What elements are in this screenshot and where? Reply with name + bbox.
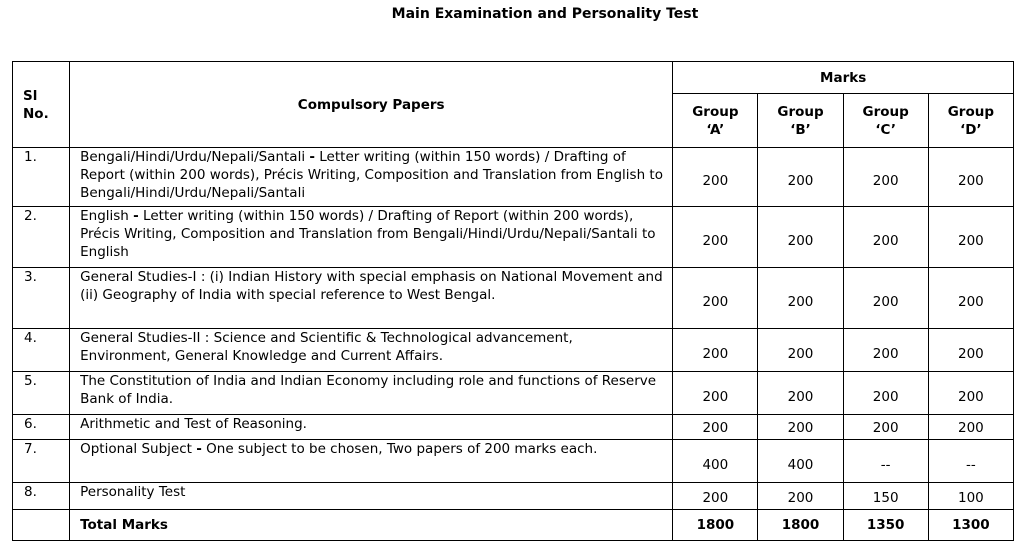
row-mark-d: 200: [927, 267, 1015, 329]
row-paper: English - Letter writing (within 150 wor…: [69, 206, 674, 268]
row-paper: Arithmetic and Test of Reasoning.: [69, 414, 674, 440]
row-paper: General Studies-II : Science and Scienti…: [69, 328, 674, 372]
table-row: 2. English - Letter writing (within 150 …: [11, 206, 1015, 268]
row-mark-a: 400: [672, 439, 759, 483]
total-mark-d: 1300: [927, 509, 1015, 541]
row-mark-d: 200: [927, 147, 1015, 207]
table-row: 3. General Studies-I : (i) Indian Histor…: [11, 267, 1015, 329]
row-paper: Bengali/Hindi/Urdu/Nepali/Santali - Lett…: [69, 147, 674, 207]
row-mark-a: 200: [672, 328, 759, 372]
total-mark-c: 1350: [842, 509, 929, 541]
row-mark-c: 200: [842, 147, 929, 207]
row-mark-b: 200: [757, 414, 844, 440]
marks-table: Sl No. Compulsory Papers Marks Group ‘A’…: [11, 61, 1015, 541]
total-row: Total Marks 1800 1800 1350 1300: [11, 509, 1015, 541]
row-sl: 1.: [11, 147, 71, 207]
row-mark-d: 200: [927, 206, 1015, 268]
header-compulsory-papers: Compulsory Papers: [69, 61, 674, 148]
total-mark-a: 1800: [672, 509, 759, 541]
total-mark-b: 1800: [757, 509, 844, 541]
row-mark-b: 200: [757, 267, 844, 329]
header-sl-no: Sl No.: [11, 61, 71, 148]
row-mark-c: 200: [842, 328, 929, 372]
row-paper: The Constitution of India and Indian Eco…: [69, 371, 674, 415]
row-mark-d: 200: [927, 414, 1015, 440]
table-row: 5. The Constitution of India and Indian …: [11, 371, 1015, 415]
row-mark-b: 200: [757, 371, 844, 415]
table-row: 6. Arithmetic and Test of Reasoning. 200…: [11, 414, 1015, 440]
row-mark-a: 200: [672, 267, 759, 329]
row-mark-d: 200: [927, 328, 1015, 372]
row-mark-c: 200: [842, 267, 929, 329]
row-paper: Personality Test: [69, 482, 674, 510]
row-mark-d: 100: [927, 482, 1015, 510]
total-label: Total Marks: [69, 509, 674, 541]
total-sl-empty: [11, 509, 71, 541]
row-sl: 6.: [11, 414, 71, 440]
page-title: Main Examination and Personality Test: [391, 6, 699, 22]
row-sl: 3.: [11, 267, 71, 329]
row-mark-b: 200: [757, 147, 844, 207]
row-sl: 5.: [11, 371, 71, 415]
row-mark-d: --: [927, 439, 1015, 483]
row-mark-b: 400: [757, 439, 844, 483]
row-paper: Optional Subject - One subject to be cho…: [69, 439, 674, 483]
row-mark-b: 200: [757, 482, 844, 510]
table-row: 1. Bengali/Hindi/Urdu/Nepali/Santali - L…: [11, 147, 1015, 207]
table-row: 7. Optional Subject - One subject to be …: [11, 439, 1015, 483]
header-group-d: Group ‘D’: [927, 93, 1015, 148]
table-row: 8. Personality Test 200 200 150 100: [11, 482, 1015, 510]
table-row: 4. General Studies-II : Science and Scie…: [11, 328, 1015, 372]
row-sl: 7.: [11, 439, 71, 483]
row-mark-d: 200: [927, 371, 1015, 415]
header-marks: Marks: [672, 61, 1014, 94]
row-mark-c: 150: [842, 482, 929, 510]
row-mark-a: 200: [672, 206, 759, 268]
row-sl: 8.: [11, 482, 71, 510]
row-mark-c: 200: [842, 371, 929, 415]
row-mark-c: 200: [842, 414, 929, 440]
row-mark-a: 200: [672, 482, 759, 510]
row-mark-c: 200: [842, 206, 929, 268]
row-sl: 4.: [11, 328, 71, 372]
header-group-b: Group ‘B’: [757, 93, 844, 148]
row-mark-b: 200: [757, 206, 844, 268]
row-mark-a: 200: [672, 371, 759, 415]
row-mark-b: 200: [757, 328, 844, 372]
row-mark-c: --: [842, 439, 929, 483]
header-group-c: Group ‘C’: [842, 93, 929, 148]
row-sl: 2.: [11, 206, 71, 268]
header-group-a: Group ‘A’: [672, 93, 759, 148]
row-paper: General Studies-I : (i) Indian History w…: [69, 267, 674, 329]
row-mark-a: 200: [672, 414, 759, 440]
row-mark-a: 200: [672, 147, 759, 207]
